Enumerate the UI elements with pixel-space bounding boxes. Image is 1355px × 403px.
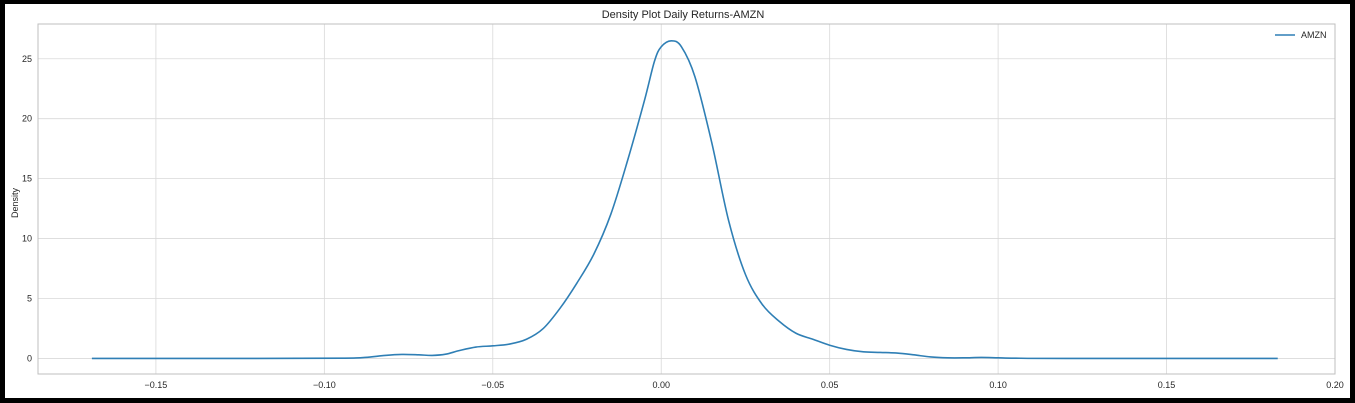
x-tick-label: −0.15 — [145, 380, 168, 390]
series-line-amzn — [91, 39, 1278, 360]
x-tick-label: −0.05 — [481, 380, 504, 390]
y-tick-label: 0 — [27, 353, 32, 363]
plot-frame — [37, 23, 1336, 375]
chart-title: Density Plot Daily Returns-AMZN — [602, 9, 765, 21]
y-tick-label: 20 — [22, 114, 32, 124]
x-tick-label: 0.15 — [1158, 380, 1176, 390]
x-tick-label: 0.05 — [821, 380, 839, 390]
y-axis-label: Density — [10, 187, 20, 218]
density-chart: 0 5 10 15 20 25 −0.15 −0.10 −0.05 0.00 0.05 0.10 0.… — [10, 9, 1344, 390]
x-tick-label: 0.10 — [989, 380, 1007, 390]
y-tick-label: 10 — [22, 234, 32, 244]
legend-label-amzn: AMZN — [1301, 30, 1327, 40]
y-tick-label: 25 — [22, 54, 32, 64]
legend: AMZN — [1275, 30, 1327, 40]
chart-figure: 0 5 10 15 20 25 −0.15 −0.10 −0.05 0.00 0.05 0.10 0.… — [5, 4, 1350, 398]
x-tick-label: 0.00 — [652, 380, 670, 390]
y-tick-labels: 0 5 10 15 20 25 — [22, 54, 32, 364]
x-tick-label: −0.10 — [313, 380, 336, 390]
y-tick-label: 5 — [27, 293, 32, 303]
x-tick-labels: −0.15 −0.10 −0.05 0.00 0.05 0.10 0.15 0.20 — [145, 380, 1344, 390]
y-tick-label: 15 — [22, 174, 32, 184]
grid-lines — [38, 24, 1336, 374]
x-tick-label: 0.20 — [1326, 380, 1344, 390]
